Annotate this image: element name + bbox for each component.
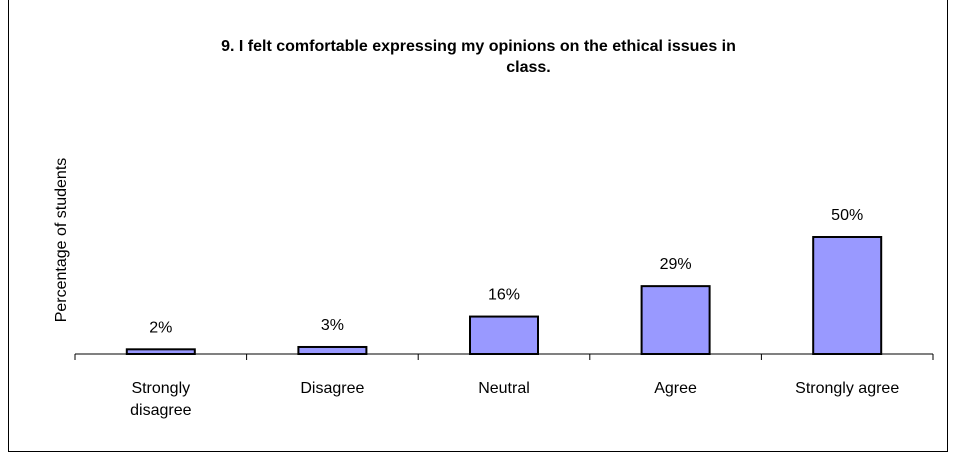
x-tick-label: Agree (654, 380, 697, 397)
chart-title-line-1: 9. I felt comfortable expressing my opin… (221, 38, 736, 55)
data-label: 50% (831, 207, 863, 224)
x-tick-label: Strongly disagree (130, 380, 191, 419)
bar-disagree (297, 345, 368, 356)
chart-frame (8, 0, 948, 452)
bar-strongly-disagree (125, 348, 196, 356)
bar-strongly-agree (812, 236, 883, 355)
x-tick-label: Neutral (478, 380, 530, 397)
data-label: 29% (660, 256, 692, 273)
bar-neutral (469, 315, 539, 355)
data-label: 16% (488, 287, 520, 304)
chart-title-line-2: class. (506, 59, 551, 76)
chart-title: 9. I felt comfortable expressing my opin… (0, 36, 957, 78)
x-tick-label: Strongly agree (795, 380, 899, 397)
data-label: 3% (321, 317, 344, 334)
x-tick-label: Disagree (300, 380, 364, 397)
bar-agree (640, 285, 711, 356)
data-label: 2% (149, 319, 172, 336)
